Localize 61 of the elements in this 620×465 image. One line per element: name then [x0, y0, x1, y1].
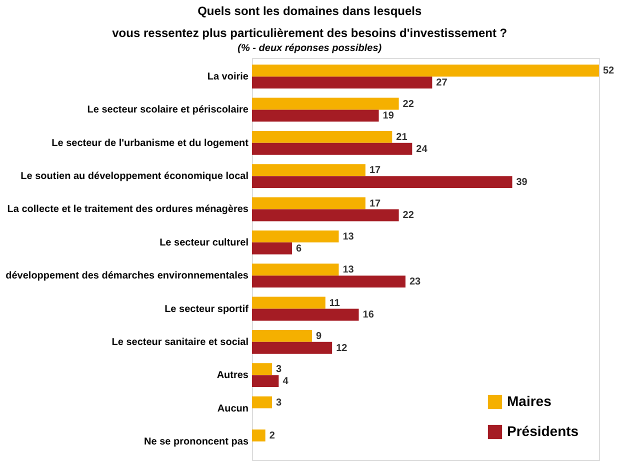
data-label: 21	[396, 132, 408, 143]
bar	[252, 164, 366, 176]
text: vous ressentez plus particulièrement des besoins d'investissement ?	[112, 26, 508, 40]
bar	[252, 296, 326, 309]
bar	[252, 429, 266, 442]
text: Quels sont les domaines dans lesquels	[198, 4, 422, 18]
data-label: 22	[402, 98, 414, 110]
data-label: 23	[409, 276, 422, 288]
data-label: 2	[269, 430, 276, 442]
chart-subtitle: (% - deux réponses possibles)	[238, 43, 382, 54]
data-label: 17	[369, 198, 382, 210]
bar	[252, 176, 512, 188]
bar	[252, 110, 379, 122]
y-tick-label: La collecte et le traitement des ordures ménagères	[7, 204, 249, 216]
bar	[252, 64, 599, 77]
data-label: 13	[342, 264, 354, 276]
data-label: 3	[276, 364, 282, 376]
bar	[252, 308, 359, 321]
data-label: 9	[316, 330, 322, 342]
bar	[252, 230, 339, 242]
y-tick-label: Le secteur de l'urbanisme et du logement	[52, 138, 250, 149]
data-label: 24	[416, 144, 428, 155]
data-label: 17	[369, 165, 382, 176]
y-tick-label: Le secteur culturel	[160, 237, 249, 248]
y-tick-label: Aucun	[217, 403, 248, 414]
data-label: 3	[276, 397, 282, 408]
bar	[252, 375, 279, 388]
bar	[252, 363, 272, 376]
bar	[252, 276, 406, 288]
data-label: 52	[603, 66, 615, 77]
y-tick-label: Le soutien au développement économique local	[20, 171, 249, 182]
bar	[252, 76, 432, 89]
y-tick-label: Le secteur sanitaire et social	[112, 336, 249, 348]
bar	[252, 342, 332, 354]
y-tick-label: Ne se prononcent pas	[144, 436, 249, 448]
bar	[252, 396, 272, 408]
bar	[252, 264, 339, 276]
bar	[252, 98, 399, 110]
bar	[252, 242, 292, 254]
bar	[252, 330, 312, 342]
y-tick-label: Le secteur sportif	[164, 304, 250, 315]
data-label: 4	[282, 376, 289, 388]
bar	[252, 197, 366, 210]
data-label: 12	[336, 342, 348, 354]
data-label: 6	[296, 243, 302, 254]
data-label: 27	[436, 78, 448, 89]
y-tick-label: La voirie	[207, 72, 249, 83]
bar	[252, 209, 399, 222]
bar	[252, 130, 392, 143]
legend-label: Présidents	[507, 423, 579, 439]
y-tick-label: Le secteur scolaire et périscolaire	[87, 104, 249, 116]
data-label: 19	[382, 110, 394, 122]
data-label: 13	[342, 231, 354, 242]
y-tick-label: Autres	[216, 370, 249, 382]
y-tick-label: développement des démarches environnementales	[6, 270, 249, 282]
data-label: 16	[362, 310, 374, 321]
bar	[252, 142, 412, 155]
legend-label: Maires	[507, 393, 552, 409]
data-label: 11	[329, 298, 340, 309]
data-label: 22	[402, 210, 414, 222]
data-label: 39	[516, 177, 528, 188]
